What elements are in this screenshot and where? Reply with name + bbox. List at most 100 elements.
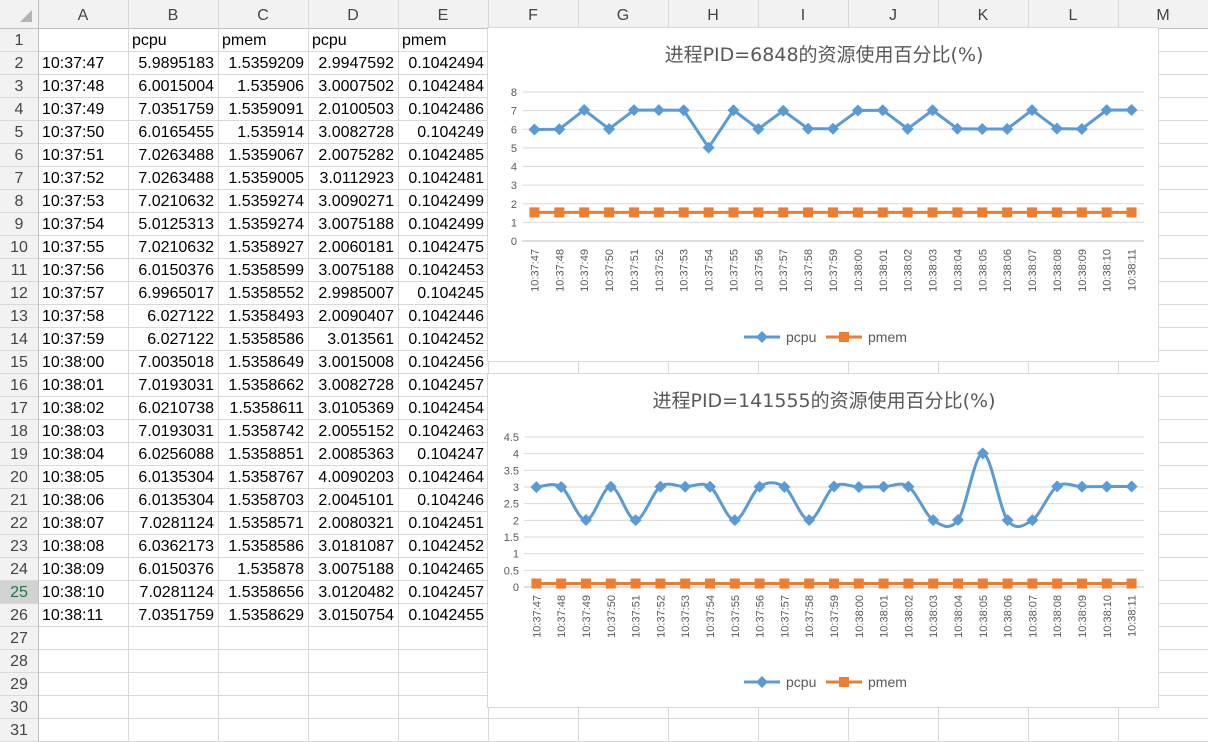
row-header-17[interactable]: 17	[10, 400, 28, 417]
cell-value[interactable]: 3.0075188	[318, 262, 394, 279]
cell-value[interactable]: 1.5358571	[228, 515, 304, 532]
row-header-14[interactable]: 14	[10, 331, 28, 348]
row-header-3[interactable]: 3	[15, 78, 24, 95]
cell-value[interactable]: 6.0256088	[138, 446, 214, 463]
cell-value[interactable]: 6.0150376	[138, 262, 214, 279]
cell-value[interactable]: 3.0082728	[318, 124, 394, 141]
column-header-C[interactable]: C	[257, 7, 269, 24]
cell-value[interactable]: 0.1042486	[408, 101, 484, 118]
row-header-24[interactable]: 24	[10, 561, 28, 578]
cell-value[interactable]: 3.0090271	[318, 193, 394, 210]
cell-value[interactable]: 6.027122	[147, 308, 214, 325]
cell-header-4[interactable]: pmem	[402, 32, 446, 49]
column-header-F[interactable]: F	[528, 7, 538, 24]
cell-value[interactable]: 7.0351759	[138, 607, 214, 624]
cell-time[interactable]: 10:38:11	[42, 607, 103, 624]
cell-value[interactable]: 0.1042452	[408, 538, 484, 555]
cell-value[interactable]: 3.0150754	[318, 607, 394, 624]
cell-value[interactable]: 0.104247	[417, 446, 484, 463]
cell-value[interactable]: 1.5358742	[228, 423, 304, 440]
cell-value[interactable]: 0.1042484	[408, 78, 484, 95]
cell-value[interactable]: 1.5358649	[228, 354, 304, 371]
cell-time[interactable]: 10:38:06	[42, 492, 104, 509]
cell-time[interactable]: 10:37:51	[42, 147, 104, 164]
column-header-A[interactable]: A	[78, 7, 89, 24]
cell-value[interactable]: 0.1042453	[408, 262, 484, 279]
cell-value[interactable]: 1.5358611	[230, 400, 305, 417]
cell-time[interactable]: 10:37:55	[42, 239, 104, 256]
cell-value[interactable]: 0.1042457	[408, 584, 484, 601]
cell-value[interactable]: 2.9947592	[318, 55, 394, 72]
column-header-B[interactable]: B	[168, 7, 179, 24]
cell-value[interactable]: 3.0181087	[318, 538, 394, 555]
row-header-22[interactable]: 22	[10, 515, 28, 532]
cell-value[interactable]: 1.5358927	[228, 239, 304, 256]
cell-time[interactable]: 10:38:10	[42, 584, 104, 601]
cell-value[interactable]: 1.5358767	[228, 469, 304, 486]
column-header-H[interactable]: H	[707, 7, 719, 24]
cell-value[interactable]: 3.0105369	[318, 400, 394, 417]
cell-value[interactable]: 2.0055152	[318, 423, 394, 440]
row-header-5[interactable]: 5	[15, 124, 24, 141]
cell-header-1[interactable]: pcpu	[132, 32, 167, 49]
cell-time[interactable]: 10:38:05	[42, 469, 104, 486]
row-header-19[interactable]: 19	[10, 446, 28, 463]
row-header-27[interactable]: 27	[10, 630, 28, 647]
cell-value[interactable]: 0.1042452	[408, 331, 484, 348]
cell-value[interactable]: 7.0210632	[138, 193, 214, 210]
cell-value[interactable]: 7.0210632	[138, 239, 214, 256]
cell-value[interactable]: 7.0263488	[138, 170, 214, 187]
cell-value[interactable]: 1.535906	[237, 78, 304, 95]
cell-value[interactable]: 7.0351759	[138, 101, 214, 118]
row-header-20[interactable]: 20	[10, 469, 28, 486]
cell-header-3[interactable]: pcpu	[312, 32, 347, 49]
cell-value[interactable]: 2.0080321	[318, 515, 394, 532]
cell-value[interactable]: 2.9985007	[318, 285, 394, 302]
column-header-L[interactable]: L	[1069, 7, 1078, 24]
cell-time[interactable]: 10:38:08	[42, 538, 104, 555]
cell-value[interactable]: 6.0135304	[138, 492, 214, 509]
cell-value[interactable]: 0.104249	[417, 124, 484, 141]
cell-value[interactable]: 3.0075188	[318, 561, 394, 578]
cell-time[interactable]: 10:37:48	[42, 78, 104, 95]
cell-value[interactable]: 0.1042455	[408, 607, 484, 624]
cell-time[interactable]: 10:38:07	[42, 515, 104, 532]
cell-value[interactable]: 0.1042485	[408, 147, 484, 164]
column-header-D[interactable]: D	[347, 7, 359, 24]
row-header-28[interactable]: 28	[10, 653, 28, 670]
row-header-25[interactable]: 25	[10, 584, 28, 601]
cell-value[interactable]: 7.0193031	[138, 377, 214, 394]
cell-value[interactable]: 0.1042499	[408, 216, 484, 233]
row-header-11[interactable]: 11	[11, 262, 28, 279]
cell-value[interactable]: 6.0362173	[138, 538, 214, 555]
cell-value[interactable]: 1.5358629	[228, 607, 304, 624]
chart-pid-6848[interactable]: 进程PID=6848的资源使用百分比(%) 0 1 2 3 4 5 6 7 8 10:37:47 10…	[487, 27, 1159, 362]
cell-value[interactable]: 0.1042465	[408, 561, 484, 578]
cell-value[interactable]: 4.0090203	[318, 469, 394, 486]
cell-value[interactable]: 6.0015004	[138, 78, 214, 95]
row-header-15[interactable]: 15	[10, 354, 28, 371]
cell-time[interactable]: 10:38:01	[42, 377, 104, 394]
column-header-M[interactable]: M	[1156, 7, 1169, 24]
cell-value[interactable]: 3.0007502	[318, 78, 394, 95]
cell-time[interactable]: 10:37:47	[42, 55, 104, 72]
cell-value[interactable]: 0.1042446	[408, 308, 484, 325]
cell-time[interactable]: 10:38:03	[42, 423, 104, 440]
cell-value[interactable]: 3.0015008	[318, 354, 394, 371]
row-header-16[interactable]: 16	[10, 377, 28, 394]
cell-value[interactable]: 2.0090407	[318, 308, 394, 325]
cell-time[interactable]: 10:38:09	[42, 561, 104, 578]
cell-value[interactable]: 2.0085363	[318, 446, 394, 463]
cell-time[interactable]: 10:38:02	[42, 400, 104, 417]
cell-value[interactable]: 6.9965017	[138, 285, 214, 302]
cell-value[interactable]: 2.0075282	[318, 147, 394, 164]
cell-value[interactable]: 5.9895183	[138, 55, 214, 72]
cell-value[interactable]: 0.1042457	[408, 377, 484, 394]
cell-time[interactable]: 10:37:53	[42, 193, 104, 210]
cell-value[interactable]: 1.5358586	[228, 538, 304, 555]
cell-time[interactable]: 10:37:58	[42, 308, 104, 325]
cell-time[interactable]: 10:38:00	[42, 354, 104, 371]
cell-value[interactable]: 3.0082728	[318, 377, 394, 394]
cell-value[interactable]: 7.0281124	[140, 584, 215, 601]
cell-time[interactable]: 10:37:54	[42, 216, 104, 233]
